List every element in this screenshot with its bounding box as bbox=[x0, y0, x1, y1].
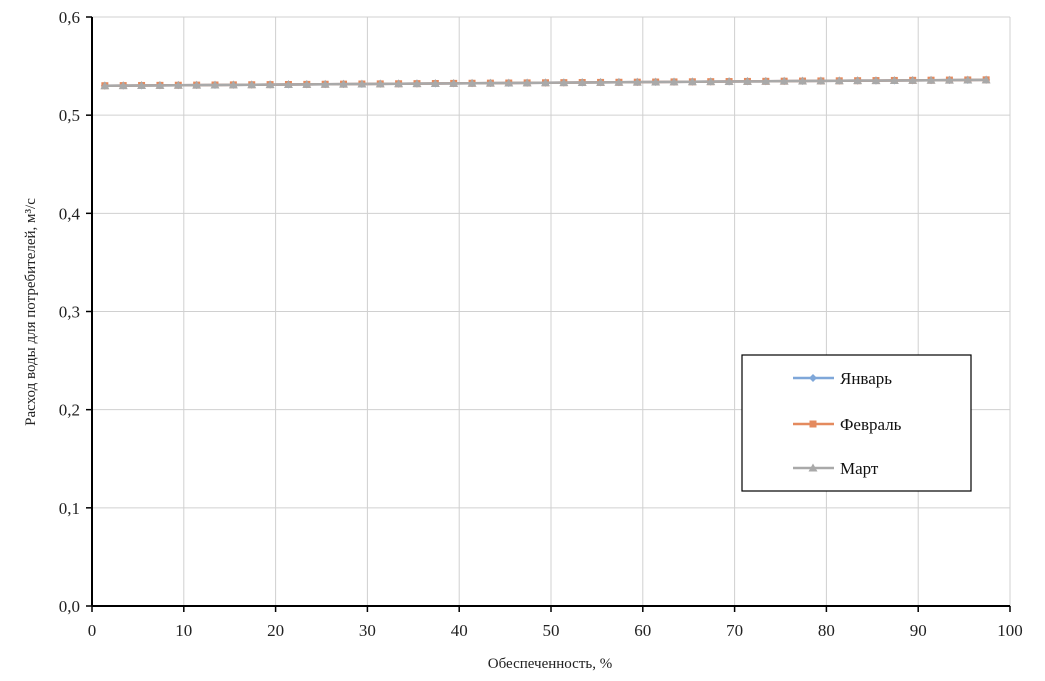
grid bbox=[92, 16, 1011, 606]
data-point bbox=[577, 78, 587, 87]
data-point bbox=[302, 79, 312, 88]
data-point bbox=[100, 81, 110, 90]
tick-labels: 0 10 20 30 40 50 60 70 80 90 100 0,0 0,1 0,2 0,3 0,4 0,5… bbox=[59, 8, 1023, 640]
x-tick-label: 40 bbox=[451, 621, 468, 640]
data-point bbox=[504, 78, 514, 87]
data-point bbox=[853, 76, 863, 85]
y-tick-label: 0,6 bbox=[59, 8, 80, 27]
data-point bbox=[210, 80, 220, 89]
data-point bbox=[339, 79, 349, 88]
data-point bbox=[687, 77, 697, 86]
legend-label: Март bbox=[840, 459, 879, 478]
y-tick-label: 0,4 bbox=[59, 204, 81, 223]
data-point bbox=[357, 79, 367, 88]
data-point bbox=[522, 78, 532, 87]
x-tick-label: 10 bbox=[175, 621, 192, 640]
legend-item-1: Январь bbox=[793, 369, 892, 388]
data-point bbox=[412, 79, 422, 88]
data-point bbox=[449, 78, 459, 87]
data-point bbox=[485, 78, 495, 87]
x-tick-label: 80 bbox=[818, 621, 835, 640]
data-point bbox=[467, 78, 477, 87]
data-point bbox=[706, 77, 716, 86]
legend-swatch-marker bbox=[809, 420, 817, 428]
data-point bbox=[559, 78, 569, 87]
data-point bbox=[926, 75, 936, 84]
x-tick-label: 20 bbox=[267, 621, 284, 640]
x-tick-label: 50 bbox=[543, 621, 560, 640]
x-tick-label: 70 bbox=[726, 621, 743, 640]
data-point bbox=[540, 78, 550, 87]
x-tick-label: 90 bbox=[910, 621, 927, 640]
data-point bbox=[742, 76, 752, 85]
data-point bbox=[614, 77, 624, 86]
data-point bbox=[632, 77, 642, 86]
data-point bbox=[173, 80, 183, 89]
data-point bbox=[908, 75, 918, 84]
axes bbox=[86, 16, 1011, 612]
data-point bbox=[155, 80, 165, 89]
data-point bbox=[669, 77, 679, 86]
data-point bbox=[889, 75, 899, 84]
legend-item-3: Март bbox=[793, 459, 879, 478]
legend-label: Февраль bbox=[840, 415, 902, 434]
x-tick-label: 100 bbox=[997, 621, 1023, 640]
legend: Январь Февраль Март bbox=[741, 354, 972, 492]
y-tick-label: 0,3 bbox=[59, 303, 80, 322]
data-point bbox=[963, 75, 973, 84]
data-point bbox=[137, 80, 147, 89]
y-tick-label: 0,5 bbox=[59, 106, 80, 125]
data-point bbox=[430, 79, 440, 88]
data-point bbox=[320, 79, 330, 88]
data-point bbox=[779, 76, 789, 85]
legend-box bbox=[741, 354, 972, 492]
y-tick-label: 0,1 bbox=[59, 499, 80, 518]
data-point bbox=[118, 81, 128, 90]
y-axis-label: Расход воды для потребителей, м³/с bbox=[23, 198, 39, 426]
data-point bbox=[944, 75, 954, 84]
data-point bbox=[798, 76, 808, 85]
data-point bbox=[871, 76, 881, 85]
data-point bbox=[651, 77, 661, 86]
data-point bbox=[761, 76, 771, 85]
legend-item-2: Февраль bbox=[793, 415, 902, 434]
data-point bbox=[724, 77, 734, 86]
data-point bbox=[228, 80, 238, 89]
series-layer bbox=[100, 75, 991, 90]
data-point bbox=[247, 80, 257, 89]
series-3 bbox=[100, 75, 991, 90]
x-tick-label: 60 bbox=[634, 621, 651, 640]
data-point bbox=[265, 80, 275, 89]
data-point bbox=[192, 80, 202, 89]
x-tick-label: 0 bbox=[88, 621, 97, 640]
y-tick-label: 0,0 bbox=[59, 597, 80, 616]
data-point bbox=[596, 77, 606, 86]
x-axis-label: Обеспеченность, % bbox=[488, 656, 612, 672]
legend-swatch-marker bbox=[808, 463, 818, 472]
data-point bbox=[394, 79, 404, 88]
data-point bbox=[375, 79, 385, 88]
data-point bbox=[283, 79, 293, 88]
data-point bbox=[816, 76, 826, 85]
data-point bbox=[981, 75, 991, 84]
legend-label: Январь bbox=[840, 369, 892, 388]
x-tick-label: 30 bbox=[359, 621, 376, 640]
legend-swatch-marker bbox=[809, 374, 817, 382]
y-tick-label: 0,2 bbox=[59, 401, 80, 420]
data-point bbox=[834, 76, 844, 85]
